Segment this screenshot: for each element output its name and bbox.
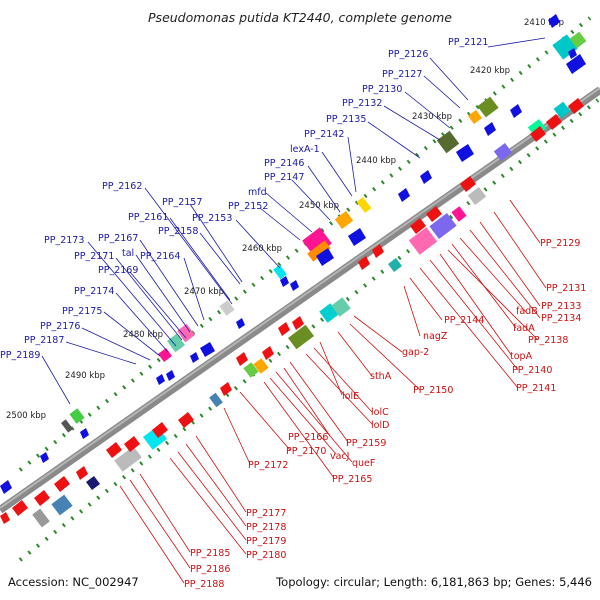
gene-label: PP_2166 [288,432,328,443]
gene-label: PP_2138 [528,335,568,346]
gene-label: vacJ [330,451,349,462]
genome-summary-text: Topology: circular; Length: 6,181,863 bp… [275,575,592,589]
gene-label: PP_2178 [246,522,286,533]
gene-label: PP_2165 [332,474,372,485]
gene-label: PP_2150 [413,385,453,396]
gene-label: sthA [370,371,392,382]
gene-label: PP_2180 [246,550,286,561]
gene-label: lolC [371,407,389,418]
gene-label: PP_2121 [448,37,488,48]
scale-labels: 2410 kbp 2420 kbp 2430 kbp 2440 kbp 2450… [6,18,564,421]
gene-label: PP_2186 [190,564,230,575]
gene-label: PP_2164 [140,251,180,262]
scale-label: 2420 kbp [470,66,510,76]
gene-label: PP_2131 [546,283,586,294]
scale-label: 2470 kbp [184,287,224,297]
gene-label: topA [510,351,533,362]
genome-backbone [0,86,600,514]
gene-label: queF [352,458,375,469]
gene-label: gap-2 [402,347,429,358]
reverse-arrows [0,98,584,524]
gene-label: PP_2161 [128,212,168,223]
gene-label: PP_2158 [158,226,198,237]
gene-label: PP_2177 [246,508,286,519]
gene-label: PP_2135 [326,114,366,125]
gene-label: PP_2167 [98,233,138,244]
gene-label: PP_2171 [74,251,114,262]
gene-label: PP_2140 [512,365,552,376]
scale-label: 2460 kbp [242,244,282,254]
gene-label: PP_2187 [24,335,64,346]
scale-label: 2430 kbp [412,112,452,122]
scale-label: 2500 kbp [6,411,46,421]
gene-label: fadA [513,323,535,334]
gene-label: PP_2173 [44,235,84,246]
gene-label: PP_2174 [74,286,114,297]
gene-label: PP_2141 [516,383,556,394]
gene-label: PP_2188 [184,579,224,590]
gene-label: PP_2175 [62,306,102,317]
reverse-gene-labels: PP_2129 PP_2131 PP_2133 PP_2134 fadB fad… [184,238,586,590]
gene-label: PP_2185 [190,548,230,559]
gene-label: PP_2126 [388,49,428,60]
gene-label: nagZ [423,331,448,342]
scale-label: 2490 kbp [65,371,105,381]
scale-label: 2450 kbp [299,201,339,211]
gene-label: PP_2172 [248,460,288,471]
gene-label: PP_2169 [98,265,138,276]
gene-label: PP_2144 [444,315,484,326]
forward-gene-labels: PP_2121 PP_2126 PP_2127 PP_2130 PP_2132 … [0,37,488,361]
gene-label: PP_2176 [40,321,80,332]
gene-label: PP_2129 [540,238,580,249]
gene-label: lexA-1 [290,144,320,155]
feature-blocks [32,31,587,528]
map-title: Pseudomonas putida KT2440, complete geno… [148,10,452,25]
gene-label: PP_2134 [541,313,581,324]
gene-label: PP_2127 [382,69,422,80]
gene-label: PP_2157 [162,197,202,208]
gene-label: PP_2130 [362,84,402,95]
gene-label: lolD [371,420,389,431]
gene-label: PP_2153 [192,213,232,224]
gene-label: lolE [342,391,359,402]
scale-label: 2440 kbp [356,156,396,166]
forward-leaders [41,37,546,405]
gene-label: tal [122,248,134,259]
gene-label: PP_2189 [0,350,40,361]
reverse-leaders [119,199,547,584]
scale-label: 2480 kbp [123,330,163,340]
accession-text: Accession: NC_002947 [8,575,139,589]
gene-label: PP_2146 [264,158,304,169]
gene-label: PP_2159 [346,438,386,449]
gene-label: PP_2147 [264,172,304,183]
gene-label: PP_2152 [228,201,268,212]
gene-label: fadB [516,306,538,317]
gene-label: PP_2162 [102,181,142,192]
scale-label: 2410 kbp [524,18,564,28]
gene-label: PP_2132 [342,98,382,109]
gene-label: PP_2133 [541,301,581,312]
gene-label: PP_2179 [246,536,286,547]
gene-label: mfd [248,187,267,198]
forward-arrows [0,14,586,494]
gene-label: PP_2170 [286,446,326,457]
gene-label: PP_2142 [304,129,344,140]
